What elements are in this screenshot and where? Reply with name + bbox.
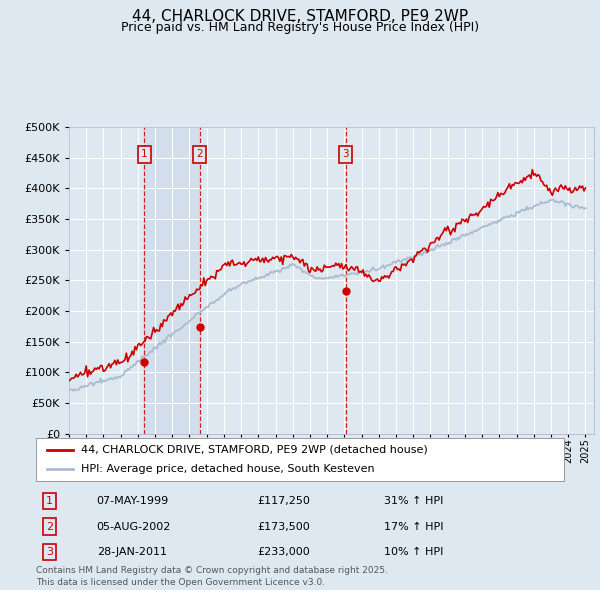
- Text: 3: 3: [46, 547, 53, 557]
- Text: 31% ↑ HPI: 31% ↑ HPI: [384, 496, 443, 506]
- Text: 1: 1: [46, 496, 53, 506]
- Text: Contains HM Land Registry data © Crown copyright and database right 2025.
This d: Contains HM Land Registry data © Crown c…: [36, 566, 388, 587]
- Text: 3: 3: [343, 149, 349, 159]
- Text: 44, CHARLOCK DRIVE, STAMFORD, PE9 2WP (detached house): 44, CHARLOCK DRIVE, STAMFORD, PE9 2WP (d…: [81, 445, 428, 455]
- Text: 05-AUG-2002: 05-AUG-2002: [97, 522, 171, 532]
- Bar: [144, 127, 200, 434]
- Text: 2: 2: [46, 522, 53, 532]
- Text: 44, CHARLOCK DRIVE, STAMFORD, PE9 2WP: 44, CHARLOCK DRIVE, STAMFORD, PE9 2WP: [132, 9, 468, 24]
- Text: £117,250: £117,250: [257, 496, 310, 506]
- Text: Price paid vs. HM Land Registry's House Price Index (HPI): Price paid vs. HM Land Registry's House …: [121, 21, 479, 34]
- Text: 2: 2: [196, 149, 203, 159]
- Text: 1: 1: [141, 149, 148, 159]
- Text: 07-MAY-1999: 07-MAY-1999: [97, 496, 169, 506]
- Text: £233,000: £233,000: [257, 547, 310, 557]
- Text: 28-JAN-2011: 28-JAN-2011: [97, 547, 167, 557]
- Text: HPI: Average price, detached house, South Kesteven: HPI: Average price, detached house, Sout…: [81, 464, 374, 474]
- Text: £173,500: £173,500: [257, 522, 310, 532]
- Text: 10% ↑ HPI: 10% ↑ HPI: [384, 547, 443, 557]
- Text: 17% ↑ HPI: 17% ↑ HPI: [384, 522, 443, 532]
